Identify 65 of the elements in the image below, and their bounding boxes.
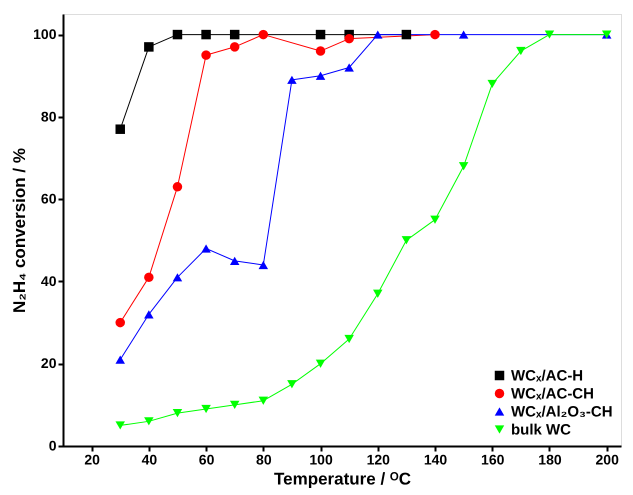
- point: [172, 30, 182, 40]
- legend-label: WCₓ/AC-CH: [511, 386, 594, 402]
- point: [516, 46, 526, 56]
- point: [373, 30, 383, 39]
- point: [316, 72, 326, 80]
- y-tick-label: 100: [33, 26, 57, 42]
- point: [230, 256, 240, 265]
- point: [201, 30, 211, 40]
- point: [115, 318, 125, 328]
- point: [544, 30, 554, 39]
- y-tick-label: 20: [40, 355, 57, 372]
- point: [458, 30, 468, 39]
- legend-label: WCₓ/AC-H: [511, 368, 584, 384]
- point: [258, 396, 268, 405]
- point: [316, 46, 326, 56]
- point: [144, 42, 154, 52]
- point: [201, 404, 211, 414]
- point: [115, 124, 125, 134]
- x-tick-label: 20: [84, 452, 100, 468]
- point: [430, 30, 440, 40]
- point: [172, 182, 182, 192]
- y-tick-label: 60: [40, 190, 57, 207]
- point: [230, 42, 240, 52]
- point: [344, 334, 354, 344]
- legend-label: WCₓ/Al₂O₃-CH: [511, 404, 613, 420]
- x-tick-label: 100: [309, 452, 333, 468]
- point: [373, 290, 383, 298]
- point: [258, 260, 268, 270]
- point: [230, 400, 240, 409]
- point: [258, 30, 268, 40]
- point: [344, 63, 354, 72]
- x-tick-label: 160: [481, 452, 505, 468]
- y-tick-label: 0: [48, 438, 57, 454]
- point: [172, 408, 182, 418]
- point: [344, 34, 354, 44]
- x-tick-label: 40: [142, 452, 158, 468]
- point: [287, 76, 297, 84]
- point: [144, 417, 154, 426]
- point: [144, 272, 154, 282]
- point: [402, 30, 412, 40]
- y-axis-title: N₂H₄ conversion / %: [10, 148, 30, 313]
- y-tick-label: 40: [40, 272, 57, 289]
- point: [458, 162, 468, 170]
- point: [487, 80, 497, 88]
- x-tick-label: 200: [596, 452, 620, 468]
- x-tick-label: 80: [256, 452, 272, 468]
- point: [172, 273, 182, 282]
- x-tick-label: 180: [538, 452, 562, 468]
- point: [230, 30, 240, 40]
- point: [430, 216, 440, 224]
- point: [287, 380, 297, 388]
- legend-label: bulk WC: [511, 422, 572, 438]
- point: [115, 421, 125, 430]
- x-tick-label: 60: [198, 452, 215, 468]
- point: [201, 244, 211, 253]
- x-tick-label: 140: [424, 452, 448, 468]
- point: [115, 355, 125, 364]
- point: [402, 236, 412, 244]
- point: [144, 310, 154, 318]
- y-tick-label: 80: [40, 108, 57, 124]
- x-tick-label: 120: [366, 452, 390, 468]
- x-axis-title: Temperature / ᴼC: [274, 470, 411, 488]
- point: [316, 30, 326, 40]
- point: [316, 360, 326, 368]
- point: [201, 50, 211, 60]
